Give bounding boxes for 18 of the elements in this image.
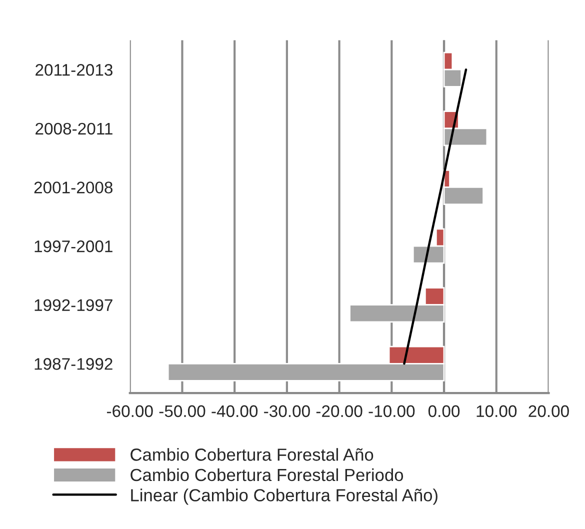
legend-label: Cambio Cobertura Forestal Periodo: [130, 468, 404, 482]
y-tick-label: 1997-2001: [34, 240, 112, 252]
legend-label: Cambio Cobertura Forestal Año: [130, 448, 374, 461]
x-tick-label: -40.00: [212, 405, 258, 418]
x-tick-label: -30.00: [264, 405, 310, 418]
x-tick-label: -50.00: [159, 405, 206, 418]
y-tick-label: 2008-2011: [36, 122, 112, 135]
x-tick-label: -10.00: [368, 405, 415, 418]
x-tick-label: 20.00: [528, 405, 569, 418]
y-tick-label: 2011-2013: [36, 64, 112, 76]
x-tick-label: 0.00: [428, 405, 460, 418]
y-tick-label: 1992-1997: [34, 299, 112, 312]
x-tick-label: 10.00: [476, 405, 517, 418]
legend-label: Linear (Cambio Cobertura Forestal Año): [131, 488, 438, 505]
x-tick-label: -60.00: [106, 405, 153, 418]
x-tick-label: -20.00: [316, 405, 362, 418]
y-tick-label: 2001-2008: [34, 182, 112, 194]
y-tick-label: 1987-1992: [34, 358, 112, 370]
